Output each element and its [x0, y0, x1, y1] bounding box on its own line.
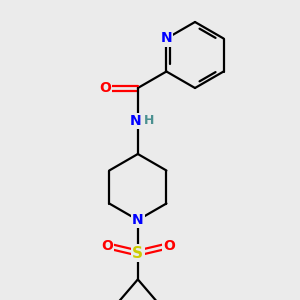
Text: H: H: [144, 113, 154, 127]
Text: S: S: [132, 245, 143, 260]
Text: N: N: [130, 114, 142, 128]
Text: O: O: [163, 239, 175, 254]
Text: O: O: [99, 81, 111, 95]
Text: N: N: [160, 32, 172, 46]
Text: O: O: [101, 239, 113, 254]
Text: N: N: [132, 213, 144, 227]
